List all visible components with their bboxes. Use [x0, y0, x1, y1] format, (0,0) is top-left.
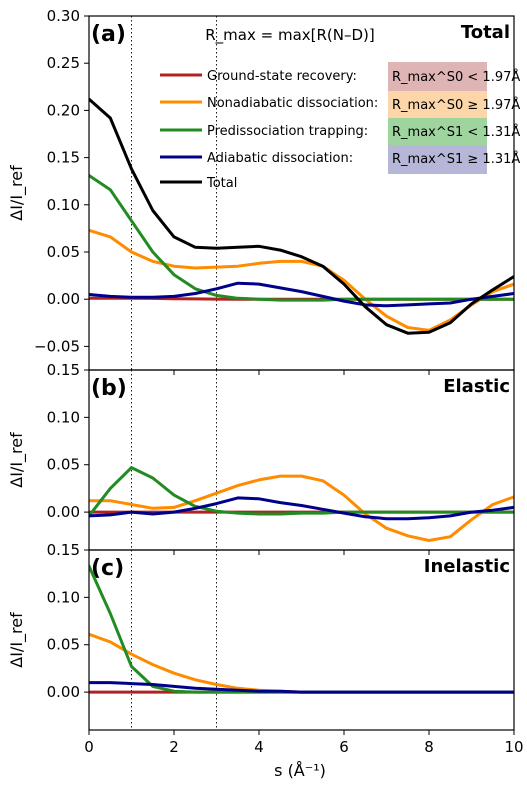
panel-a-series-group: [89, 97, 514, 335]
panel-a-ytick-label: 0.00: [47, 290, 80, 308]
legend-criterion-ground: R_max^S0 < 1.97Å: [392, 69, 520, 85]
panels: −0.05 0.00 0.05 0.10 0.15 0.20 0.25 0.30 (a) Tota…: [7, 7, 524, 756]
panel-c: 0.00 0.05 0.10 0.15 0 2 4 6 8 10 (c) Inelastic ΔI/I_…: [7, 541, 524, 756]
panel-b-y-axis-label: ΔI/I_ref: [7, 432, 27, 488]
panel-c-title: Inelastic: [424, 556, 510, 577]
legend-criterion-box-nonadiabatic: [388, 91, 487, 120]
panel-c-xtick-label: 0: [84, 738, 94, 756]
legend-criterion-box-predissociation: [388, 118, 487, 147]
panel-c-series-predissociation-trapping: [89, 564, 514, 694]
panel-a-series-nonadiabatic-dissociation: [89, 228, 514, 332]
panel-a-y-axis-label: ΔI/I_ref: [7, 165, 27, 221]
panel-c-xtick-label: 6: [339, 738, 349, 756]
legend-label-total: Total: [206, 176, 237, 191]
panel-b-series-predissociation-trapping: [89, 466, 514, 518]
panel-b-ytick-label: 0.05: [47, 456, 80, 474]
panel-c-frame: [88, 549, 515, 731]
panel-c-xtick-label: 2: [169, 738, 179, 756]
panel-b-ytick-label: 0.15: [47, 361, 80, 379]
panel-c-xtick-label: 10: [504, 738, 523, 756]
panel-a-series-predissociation-trapping: [89, 174, 514, 302]
legend-label-ground: Ground-state recovery:: [207, 69, 357, 84]
header-formula: R_max = max[R(N–D)]: [205, 26, 375, 45]
panel-c-xtick-label: 8: [424, 738, 434, 756]
panel-a-series-total: [89, 97, 514, 335]
panel-a-title: Total: [461, 22, 510, 43]
panel-a-series-adiabatic-dissociation: [89, 281, 514, 308]
panel-c-y-axis-label: ΔI/I_ref: [7, 612, 27, 668]
panel-a-letter: (a): [91, 22, 126, 47]
panel-c-ytick-label: 0.15: [47, 541, 80, 559]
panel-a-ytick-label: 0.15: [47, 149, 80, 167]
panel-b-title: Elastic: [443, 376, 510, 397]
panel-c-ytick-label: 0.05: [47, 636, 80, 654]
legend-label-adiabatic: Adiabatic dissociation:: [207, 151, 353, 166]
x-axis-label: s (Å⁻¹): [274, 761, 326, 780]
panel-b-letter: (b): [91, 376, 127, 401]
legend: Ground-state recovery: Nonadiabatic diss…: [160, 62, 520, 191]
panel-a-ytick-label: 0.30: [47, 7, 80, 25]
panel-b-series-nonadiabatic-dissociation: [89, 474, 514, 542]
panel-b-ytick-label: 0.10: [47, 408, 80, 426]
panel-a-ytick-label: −0.05: [34, 337, 80, 355]
panel-b-series-adiabatic-dissociation: [89, 496, 514, 521]
panel-c-ytick-label: 0.00: [47, 683, 80, 701]
panel-c-series-adiabatic-dissociation: [89, 681, 514, 694]
panel-c-ytick-label: 0.10: [47, 588, 80, 606]
panel-b-series-group: [89, 466, 514, 542]
panel-a-ytick-label: 0.25: [47, 54, 80, 72]
legend-criterion-nonadiabatic: R_max^S0 ≥ 1.97Å: [392, 97, 520, 113]
panel-a-ytick-label: 0.05: [47, 243, 80, 261]
legend-label-predissociation: Predissociation trapping:: [207, 124, 368, 139]
legend-criterion-adiabatic: R_max^S1 ≥ 1.31Å: [392, 151, 520, 167]
panel-a-ytick-label: 0.20: [47, 101, 80, 119]
panel-a-ytick-label: 0.10: [47, 196, 80, 214]
legend-criterion-predissociation: R_max^S1 < 1.31Å: [392, 124, 520, 140]
legend-criterion-box-ground: [388, 62, 487, 91]
panel-c-xtick-label: 4: [254, 738, 264, 756]
legend-label-nonadiabatic: Nonadiabatic dissociation:: [207, 96, 378, 111]
panel-b-ytick-label: 0.00: [47, 503, 80, 521]
legend-criterion-box-adiabatic: [388, 145, 487, 174]
panel-b-frame: [88, 369, 515, 551]
panel-c-series-group: [89, 564, 514, 694]
panel-c-letter: (c): [91, 556, 124, 581]
panel-a: −0.05 0.00 0.05 0.10 0.15 0.20 0.25 0.30 (a) Tota…: [7, 7, 515, 375]
panel-b: 0.00 0.05 0.10 0.15 (b) Elastic ΔI/I_ref: [7, 361, 515, 555]
